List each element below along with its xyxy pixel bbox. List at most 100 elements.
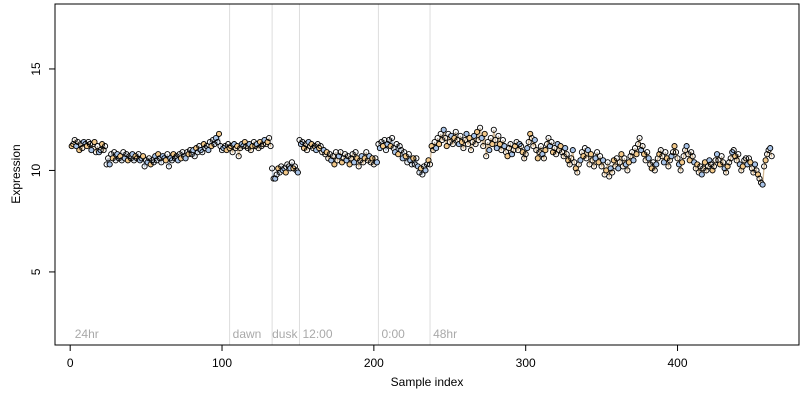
data-point (323, 149, 330, 156)
data-point (164, 151, 171, 158)
data-point (710, 163, 718, 170)
data-point (653, 161, 660, 168)
data-point (677, 167, 684, 174)
data-point (348, 155, 355, 162)
data-point (451, 134, 458, 142)
data-point (486, 147, 493, 154)
data-point (443, 143, 450, 150)
data-point (683, 143, 690, 150)
data-point (598, 163, 605, 170)
data-point (718, 153, 725, 160)
data-point (631, 145, 639, 152)
data-point (405, 151, 412, 158)
data-point (733, 157, 740, 164)
data-point (569, 147, 576, 154)
data-point (410, 155, 417, 162)
data-point (712, 157, 719, 164)
data-point (352, 149, 359, 156)
data-point (208, 143, 215, 150)
x-tick-label: 300 (516, 356, 536, 370)
data-point (594, 149, 601, 156)
data-point (205, 147, 212, 154)
data-point (396, 143, 403, 150)
data-point (452, 128, 459, 135)
data-point (439, 136, 446, 144)
y-tick-label: 5 (29, 268, 43, 275)
data-point (723, 169, 730, 176)
data-point (609, 169, 616, 176)
data-point (141, 163, 148, 170)
data-point (545, 134, 552, 142)
data-point (584, 147, 591, 154)
data-point (471, 132, 478, 139)
data-point (694, 161, 701, 168)
data-point (618, 151, 625, 158)
data-point (120, 149, 127, 156)
data-point (583, 155, 590, 162)
data-point (481, 130, 488, 137)
y-tick-label: 15 (29, 62, 43, 76)
data-point (211, 141, 218, 148)
data-point (735, 151, 742, 158)
data-point (349, 151, 356, 158)
data-point (165, 163, 172, 170)
data-point (426, 161, 434, 168)
data-point (341, 151, 349, 158)
x-tick-label: 200 (364, 356, 384, 370)
data-point (179, 149, 186, 156)
data-point (291, 163, 298, 170)
data-point (621, 155, 628, 162)
data-point (534, 155, 541, 162)
data-point (317, 143, 324, 150)
data-point (373, 159, 380, 166)
data-point (597, 153, 604, 160)
data-point (697, 163, 704, 170)
data-point (489, 141, 496, 148)
data-point (627, 153, 634, 160)
data-point (726, 159, 733, 166)
data-point (474, 128, 481, 135)
data-point (402, 153, 409, 160)
plot-frame (54, 3, 800, 346)
data-point (436, 141, 443, 148)
data-point (460, 145, 467, 152)
data-point (533, 147, 540, 154)
data-point (393, 141, 400, 148)
annotation-5: 48hr (433, 327, 457, 341)
data-point (499, 136, 506, 144)
annotation-0: 24hr (75, 327, 99, 341)
data-point (273, 171, 280, 178)
data-point (518, 143, 525, 150)
data-point (759, 181, 766, 188)
data-point (422, 167, 429, 174)
data-point (560, 153, 567, 160)
data-point (437, 130, 444, 137)
data-point (669, 149, 677, 156)
data-point (604, 159, 611, 166)
data-point (630, 157, 637, 164)
y-tick-label: 10 (29, 163, 43, 177)
data-point (672, 149, 680, 156)
data-point (767, 145, 774, 152)
data-point (524, 145, 531, 152)
data-point (645, 155, 652, 162)
data-point (490, 126, 497, 133)
data-point (168, 157, 175, 164)
data-point (519, 149, 526, 156)
data-point (99, 141, 106, 148)
data-point (651, 167, 658, 174)
data-point (288, 159, 295, 166)
data-point (351, 159, 358, 166)
data-point (495, 132, 502, 139)
data-point (326, 151, 333, 158)
data-point (639, 143, 646, 150)
data-point (332, 149, 339, 156)
data-point (480, 143, 487, 150)
data-point (483, 153, 490, 160)
data-point (214, 138, 221, 146)
annotation-1: dawn (233, 327, 262, 341)
data-point (720, 159, 727, 166)
data-point (641, 151, 648, 158)
data-point (267, 143, 274, 150)
